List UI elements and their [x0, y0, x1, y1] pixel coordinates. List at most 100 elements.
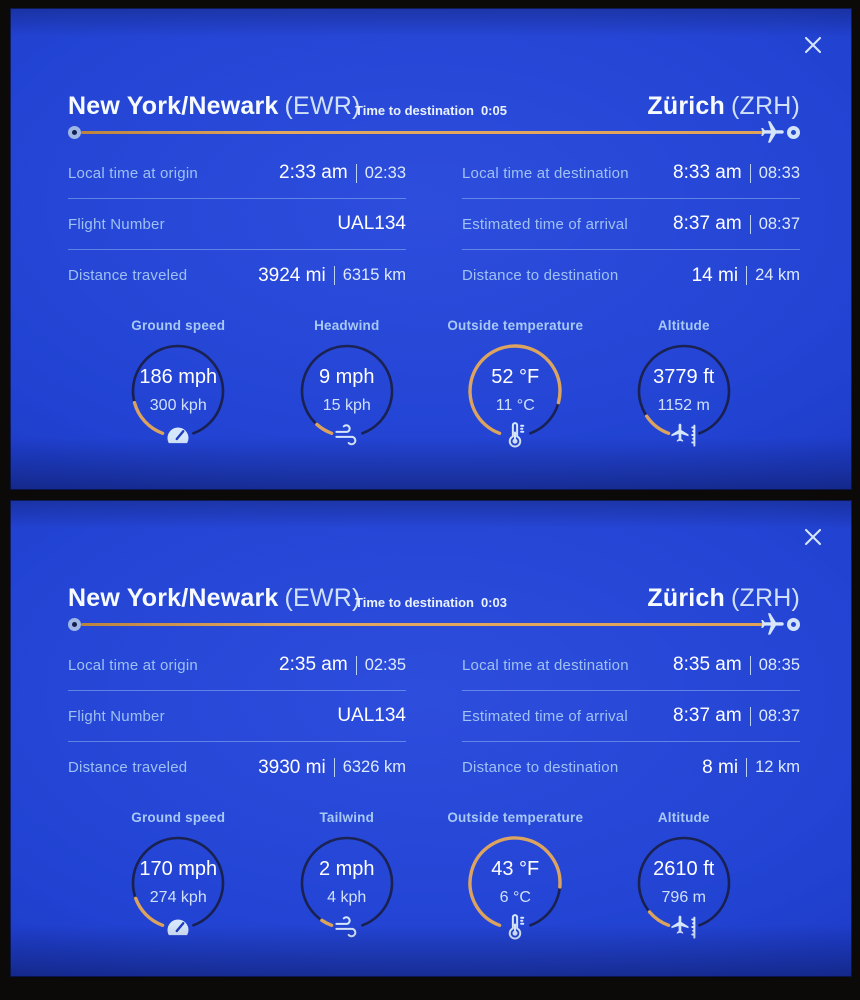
gauge-ground-speed: Ground speed 170 mph 274 kph: [94, 810, 263, 936]
gauge-title: Ground speed: [131, 318, 226, 333]
destination-city: Zürich (ZRH): [647, 584, 800, 613]
row-label: Estimated time of arrival: [462, 215, 628, 233]
row-label: Local time at destination: [462, 656, 629, 674]
data-row-flight-number: Flight Number UAL134: [68, 691, 406, 742]
row-value: 3930 mi 6326 km: [258, 756, 406, 778]
destination-marker: [787, 617, 800, 631]
row-label: Distance to destination: [462, 759, 619, 776]
gauge-tailwind: Tailwind 2 mph 4 kph: [263, 810, 432, 938]
value-divider: [333, 266, 335, 285]
gauge-outside-temperature: Outside temperature 43 °F 6 °C: [431, 810, 600, 940]
altitude-icon: [669, 912, 699, 942]
time-to-destination-label: Time to destination: [355, 103, 474, 118]
row-label: Estimated time of arrival: [462, 707, 628, 725]
gauge-secondary-value: 15 kph: [322, 397, 371, 414]
data-row-local-time-destination: Local time at destination 8:33 am 08:33: [462, 148, 800, 199]
time-to-destination-value: 0:05: [480, 103, 507, 118]
row-label: Local time at origin: [68, 164, 198, 182]
data-row-distance-to-destination: Distance to destination 8 mi 12 km: [462, 742, 800, 793]
destination-marker: [787, 125, 800, 139]
gauge-title: Ground speed: [131, 810, 226, 825]
value-divider: [355, 655, 357, 675]
gauge-primary-value: 186 mph: [139, 366, 218, 388]
row-value: 8:35 am 08:35: [673, 654, 800, 675]
time-to-destination-label: Time to destination: [355, 595, 474, 610]
gauge-primary-value: 3779 ft: [653, 366, 715, 388]
gauge-ground-speed: Ground speed 186 mph 300 kph: [94, 318, 263, 444]
row-value: UAL134: [337, 213, 406, 234]
destination-city: Zürich (ZRH): [647, 92, 800, 121]
progress-line: [81, 130, 763, 134]
destination-city-name: Zürich: [647, 584, 725, 612]
origin-marker: [68, 617, 81, 631]
row-value: UAL134: [337, 705, 406, 726]
gauge-secondary-value: 11 °C: [495, 397, 535, 414]
data-row-distance-to-destination: Distance to destination 14 mi 24 km: [462, 250, 800, 301]
value-divider: [749, 163, 751, 183]
data-row-local-time-origin: Local time at origin 2:35 am 02:35: [68, 640, 406, 691]
origin-city-name: New York/Newark: [68, 92, 279, 120]
origin-airport-code: (EWR): [284, 92, 361, 120]
row-value: 8 mi 12 km: [702, 756, 800, 778]
wind-icon: [332, 420, 362, 450]
plane-icon: [761, 612, 784, 635]
left-column: Local time at origin 2:33 am 02:33 Flight…: [68, 148, 406, 301]
value-divider: [746, 758, 748, 777]
value-divider: [749, 655, 751, 675]
altitude-icon: [669, 420, 699, 450]
gauge-title: Tailwind: [319, 810, 375, 825]
gauge-primary-value: 170 mph: [139, 858, 218, 880]
time-to-destination: Time to destination 0:05: [355, 103, 507, 118]
origin-city-name: New York/Newark: [68, 584, 279, 612]
gauge-primary-value: 9 mph: [318, 366, 375, 388]
speedometer-icon: [163, 912, 193, 942]
row-value: 8:37 am 08:37: [673, 705, 800, 726]
row-label: Distance traveled: [68, 759, 188, 776]
row-value: 2:33 am 02:33: [279, 162, 406, 183]
row-value: 8:37 am 08:37: [673, 213, 800, 234]
data-row-estimated-arrival: Estimated time of arrival 8:37 am 08:37: [462, 199, 800, 250]
gauge-title: Altitude: [657, 318, 710, 333]
row-label: Flight Number: [68, 707, 165, 725]
left-column: Local time at origin 2:35 am 02:35 Flight…: [68, 640, 406, 793]
close-button[interactable]: [800, 524, 826, 550]
origin-city: New York/Newark (EWR): [68, 92, 361, 121]
data-row-local-time-origin: Local time at origin 2:33 am 02:33: [68, 148, 406, 199]
data-row-estimated-arrival: Estimated time of arrival 8:37 am 08:37: [462, 691, 800, 742]
gauge-secondary-value: 1152 m: [657, 397, 710, 414]
gauge-title: Headwind: [314, 318, 380, 333]
gauge-title: Outside temperature: [447, 318, 584, 333]
row-label: Distance traveled: [68, 267, 188, 284]
origin-airport-code: (EWR): [284, 584, 361, 612]
close-icon: [804, 528, 822, 546]
flight-info-screen-2: New York/Newark (EWR) Zürich (ZRH) Time to…: [10, 500, 852, 977]
thermometer-icon: [500, 912, 530, 942]
origin-marker: [68, 125, 81, 139]
gauge-primary-value: 2610 ft: [653, 858, 715, 880]
gauge-secondary-value: 300 kph: [149, 397, 207, 414]
row-value: 8:33 am 08:33: [673, 162, 800, 183]
gauge-primary-value: 52 °F: [491, 366, 540, 388]
gauge-strip: Ground speed 170 mph 274 kph Tailwind 2 …: [94, 810, 769, 940]
progress-line: [81, 622, 763, 626]
gauge-secondary-value: 6 °C: [499, 889, 531, 906]
flight-progress-bar: [68, 120, 800, 144]
gauge-altitude: Altitude 3779 ft 1152 m: [600, 318, 769, 447]
value-divider: [355, 163, 357, 183]
data-row-local-time-destination: Local time at destination 8:35 am 08:35: [462, 640, 800, 691]
gauge-strip: Ground speed 186 mph 300 kph Headwind 9 …: [94, 318, 769, 448]
time-to-destination: Time to destination 0:03: [355, 595, 507, 610]
value-divider: [333, 758, 335, 777]
destination-airport-code: (ZRH): [730, 584, 800, 612]
right-column: Local time at destination 8:35 am 08:35 E…: [462, 640, 800, 793]
gauge-outside-temperature: Outside temperature 52 °F 11 °C: [431, 318, 600, 448]
row-label: Flight Number: [68, 215, 165, 233]
row-value: 3924 mi 6315 km: [258, 264, 406, 286]
close-button[interactable]: [800, 32, 826, 58]
plane-icon: [761, 120, 784, 143]
gauge-primary-value: 2 mph: [318, 858, 375, 880]
route-header: New York/Newark (EWR) Zürich (ZRH): [68, 92, 800, 121]
gauge-primary-value: 43 °F: [491, 858, 540, 880]
flight-data-rows: Local time at origin 2:33 am 02:33 Flight…: [68, 148, 800, 301]
gauge-altitude: Altitude 2610 ft 796 m: [600, 810, 769, 939]
